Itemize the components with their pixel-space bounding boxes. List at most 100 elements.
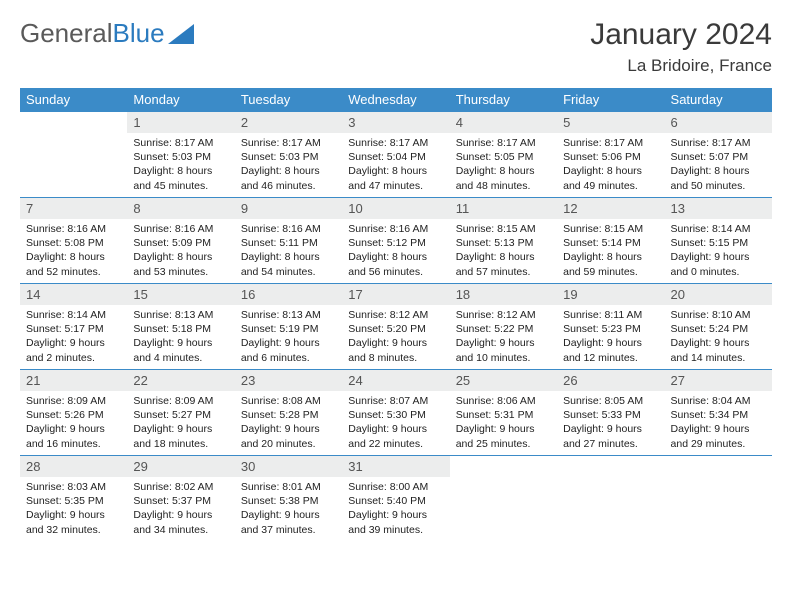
day-detail-line: Daylight: 9 hours: [133, 508, 228, 522]
day-detail-line: Daylight: 9 hours: [241, 422, 336, 436]
day-detail-line: Sunset: 5:22 PM: [456, 322, 551, 336]
day-detail-line: Sunset: 5:08 PM: [26, 236, 121, 250]
day-detail-line: Daylight: 9 hours: [26, 508, 121, 522]
calendar-cell: [557, 456, 664, 542]
calendar-cell: 15Sunrise: 8:13 AMSunset: 5:18 PMDayligh…: [127, 284, 234, 370]
calendar-cell: 1Sunrise: 8:17 AMSunset: 5:03 PMDaylight…: [127, 112, 234, 198]
day-detail-line: Sunrise: 8:13 AM: [133, 308, 228, 322]
calendar-cell: 4Sunrise: 8:17 AMSunset: 5:05 PMDaylight…: [450, 112, 557, 198]
day-detail-line: and 39 minutes.: [348, 523, 443, 537]
day-detail-line: and 18 minutes.: [133, 437, 228, 451]
day-detail-line: Sunset: 5:28 PM: [241, 408, 336, 422]
day-detail-line: Sunrise: 8:16 AM: [348, 222, 443, 236]
day-detail-line: Sunrise: 8:12 AM: [456, 308, 551, 322]
day-details: Sunrise: 8:10 AMSunset: 5:24 PMDaylight:…: [665, 305, 772, 368]
day-details: Sunrise: 8:05 AMSunset: 5:33 PMDaylight:…: [557, 391, 664, 454]
day-detail-line: Sunrise: 8:10 AM: [671, 308, 766, 322]
weekday-header: Wednesday: [342, 88, 449, 112]
day-detail-line: Daylight: 9 hours: [456, 422, 551, 436]
day-details: Sunrise: 8:16 AMSunset: 5:08 PMDaylight:…: [20, 219, 127, 282]
day-detail-line: and 22 minutes.: [348, 437, 443, 451]
day-detail-line: and 50 minutes.: [671, 179, 766, 193]
day-detail-line: and 57 minutes.: [456, 265, 551, 279]
day-detail-line: and 52 minutes.: [26, 265, 121, 279]
day-detail-line: and 10 minutes.: [456, 351, 551, 365]
weekday-header: Saturday: [665, 88, 772, 112]
day-detail-line: and 54 minutes.: [241, 265, 336, 279]
day-detail-line: Daylight: 9 hours: [671, 250, 766, 264]
weekday-header: Monday: [127, 88, 234, 112]
calendar-week-row: 1Sunrise: 8:17 AMSunset: 5:03 PMDaylight…: [20, 112, 772, 198]
day-detail-line: Daylight: 9 hours: [26, 336, 121, 350]
calendar-cell: [20, 112, 127, 198]
day-detail-line: Sunrise: 8:12 AM: [348, 308, 443, 322]
calendar-cell: 27Sunrise: 8:04 AMSunset: 5:34 PMDayligh…: [665, 370, 772, 456]
day-detail-line: Sunrise: 8:15 AM: [456, 222, 551, 236]
day-detail-line: Sunset: 5:31 PM: [456, 408, 551, 422]
day-detail-line: Sunrise: 8:17 AM: [241, 136, 336, 150]
day-number: 3: [342, 112, 449, 133]
day-detail-line: Sunset: 5:35 PM: [26, 494, 121, 508]
day-number: 30: [235, 456, 342, 477]
day-detail-line: Daylight: 9 hours: [671, 336, 766, 350]
day-detail-line: and 14 minutes.: [671, 351, 766, 365]
calendar-table: Sunday Monday Tuesday Wednesday Thursday…: [20, 88, 772, 542]
day-detail-line: and 0 minutes.: [671, 265, 766, 279]
day-detail-line: and 20 minutes.: [241, 437, 336, 451]
day-number: 11: [450, 198, 557, 219]
day-detail-line: Daylight: 9 hours: [456, 336, 551, 350]
day-detail-line: Daylight: 8 hours: [133, 250, 228, 264]
day-detail-line: Sunrise: 8:16 AM: [133, 222, 228, 236]
day-detail-line: Sunrise: 8:17 AM: [671, 136, 766, 150]
day-details: Sunrise: 8:17 AMSunset: 5:05 PMDaylight:…: [450, 133, 557, 196]
day-detail-line: Sunrise: 8:17 AM: [563, 136, 658, 150]
day-detail-line: Sunrise: 8:16 AM: [26, 222, 121, 236]
calendar-week-row: 21Sunrise: 8:09 AMSunset: 5:26 PMDayligh…: [20, 370, 772, 456]
weekday-header: Thursday: [450, 88, 557, 112]
logo-text-1: General: [20, 18, 113, 49]
calendar-cell: 24Sunrise: 8:07 AMSunset: 5:30 PMDayligh…: [342, 370, 449, 456]
day-detail-line: Sunset: 5:24 PM: [671, 322, 766, 336]
day-detail-line: Sunrise: 8:17 AM: [133, 136, 228, 150]
day-detail-line: and 2 minutes.: [26, 351, 121, 365]
day-number: 4: [450, 112, 557, 133]
day-detail-line: Sunset: 5:38 PM: [241, 494, 336, 508]
day-number: 21: [20, 370, 127, 391]
day-details: Sunrise: 8:14 AMSunset: 5:17 PMDaylight:…: [20, 305, 127, 368]
day-details: Sunrise: 8:17 AMSunset: 5:03 PMDaylight:…: [235, 133, 342, 196]
day-detail-line: Sunset: 5:19 PM: [241, 322, 336, 336]
day-detail-line: Daylight: 8 hours: [348, 250, 443, 264]
day-detail-line: and 59 minutes.: [563, 265, 658, 279]
day-detail-line: Sunset: 5:18 PM: [133, 322, 228, 336]
day-details: Sunrise: 8:00 AMSunset: 5:40 PMDaylight:…: [342, 477, 449, 540]
calendar-cell: 20Sunrise: 8:10 AMSunset: 5:24 PMDayligh…: [665, 284, 772, 370]
day-detail-line: Sunrise: 8:02 AM: [133, 480, 228, 494]
day-detail-line: Sunrise: 8:11 AM: [563, 308, 658, 322]
day-detail-line: Daylight: 8 hours: [348, 164, 443, 178]
day-detail-line: and 37 minutes.: [241, 523, 336, 537]
day-detail-line: Sunrise: 8:17 AM: [456, 136, 551, 150]
logo-text-2: Blue: [113, 18, 165, 49]
day-detail-line: and 29 minutes.: [671, 437, 766, 451]
weekday-header: Sunday: [20, 88, 127, 112]
day-detail-line: and 53 minutes.: [133, 265, 228, 279]
day-detail-line: Sunset: 5:06 PM: [563, 150, 658, 164]
day-details: Sunrise: 8:09 AMSunset: 5:26 PMDaylight:…: [20, 391, 127, 454]
calendar-cell: 22Sunrise: 8:09 AMSunset: 5:27 PMDayligh…: [127, 370, 234, 456]
day-number: 24: [342, 370, 449, 391]
day-detail-line: Sunset: 5:13 PM: [456, 236, 551, 250]
calendar-cell: 16Sunrise: 8:13 AMSunset: 5:19 PMDayligh…: [235, 284, 342, 370]
calendar-cell: 29Sunrise: 8:02 AMSunset: 5:37 PMDayligh…: [127, 456, 234, 542]
day-number: 28: [20, 456, 127, 477]
day-number: 7: [20, 198, 127, 219]
calendar-cell: 13Sunrise: 8:14 AMSunset: 5:15 PMDayligh…: [665, 198, 772, 284]
day-detail-line: Sunset: 5:20 PM: [348, 322, 443, 336]
calendar-cell: 14Sunrise: 8:14 AMSunset: 5:17 PMDayligh…: [20, 284, 127, 370]
day-detail-line: Daylight: 8 hours: [563, 164, 658, 178]
calendar-cell: 6Sunrise: 8:17 AMSunset: 5:07 PMDaylight…: [665, 112, 772, 198]
day-detail-line: and 48 minutes.: [456, 179, 551, 193]
day-details: Sunrise: 8:16 AMSunset: 5:11 PMDaylight:…: [235, 219, 342, 282]
day-detail-line: Sunrise: 8:00 AM: [348, 480, 443, 494]
day-detail-line: Daylight: 8 hours: [241, 250, 336, 264]
day-number: 16: [235, 284, 342, 305]
